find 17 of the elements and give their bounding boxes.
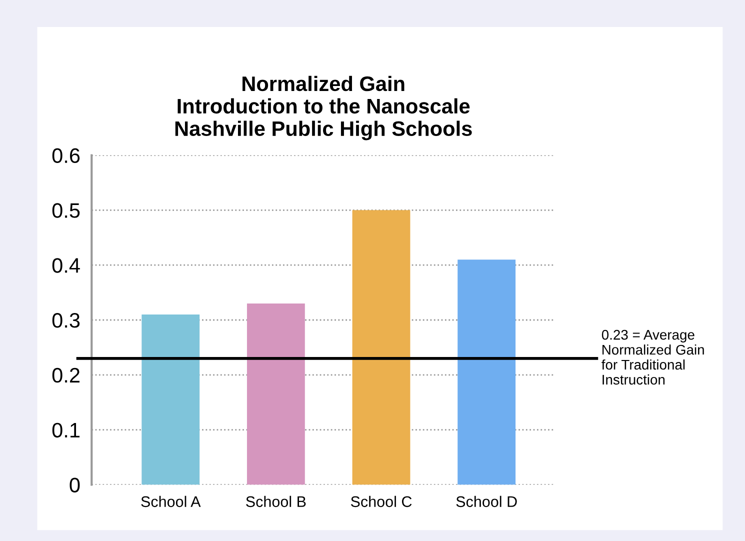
bar — [246, 304, 305, 485]
y-tick-label: 0.5 — [52, 203, 80, 218]
y-tick-label: 0.6 — [52, 148, 80, 164]
x-tick-label: School A — [141, 496, 201, 508]
chart-title: Normalized Gain Introduction to the Nanoscale Nashville Public High Schools — [175, 76, 472, 140]
y-tick-label: 0.1 — [52, 422, 80, 438]
bar — [352, 210, 410, 485]
y-tick-label: 0.4 — [52, 258, 80, 273]
ref-line-label: 0.23 = Average Normalized Gain for Traditional Instruction — [602, 330, 704, 385]
x-tick-label: School C — [350, 496, 412, 508]
y-tick-label: 0 — [70, 478, 80, 492]
x-tick-label: School B — [246, 496, 306, 508]
bar — [458, 260, 516, 485]
bar — [142, 314, 200, 485]
x-tick-label: School D — [456, 496, 517, 508]
y-tick-label: 0.2 — [52, 368, 80, 383]
y-tick-label: 0.3 — [52, 313, 80, 328]
